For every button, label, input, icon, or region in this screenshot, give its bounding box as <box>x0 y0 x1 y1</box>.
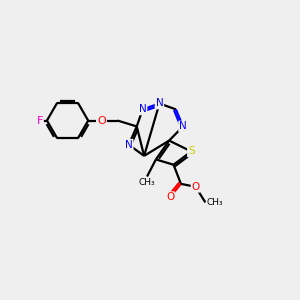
Text: N: N <box>125 140 133 150</box>
Text: F: F <box>36 116 43 126</box>
Text: N: N <box>155 98 163 109</box>
Text: F: F <box>36 116 43 126</box>
Text: O: O <box>97 116 106 126</box>
Text: O: O <box>97 116 106 126</box>
Text: N: N <box>139 104 146 114</box>
Text: S: S <box>188 146 194 157</box>
Text: O: O <box>191 182 200 192</box>
Text: N: N <box>179 122 187 131</box>
Text: CH₃: CH₃ <box>207 198 224 207</box>
Text: CH₃: CH₃ <box>139 178 155 187</box>
Text: O: O <box>166 192 174 202</box>
